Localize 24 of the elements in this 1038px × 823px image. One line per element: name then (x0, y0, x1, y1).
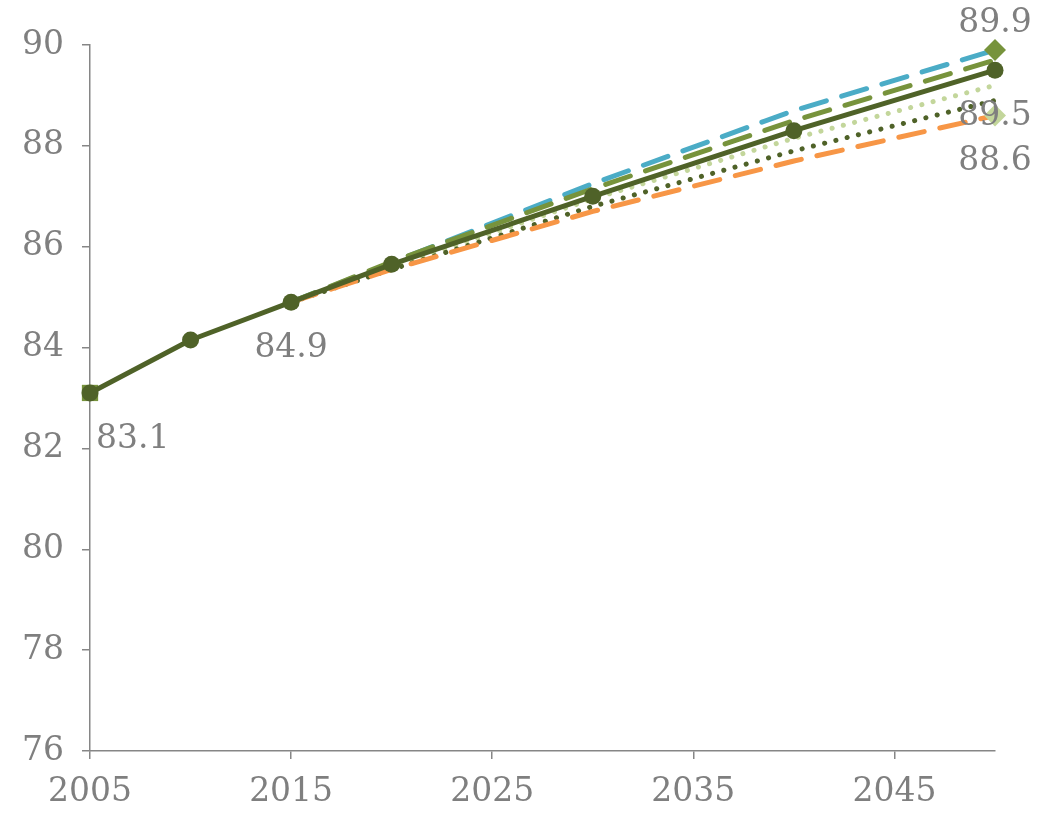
data-label: 89.9 (958, 0, 1032, 40)
y-tick-label: 84 (22, 325, 64, 365)
point (984, 39, 1006, 62)
x-tick-label: 2035 (651, 770, 736, 810)
data-label: 83.1 (96, 416, 170, 456)
x-tick-label: 2005 (48, 770, 132, 810)
y-tick-label: 78 (22, 627, 64, 667)
point (986, 61, 1004, 79)
x-tick-label: 2045 (852, 770, 937, 810)
y-tick-label: 90 (22, 22, 64, 62)
y-tick-label: 76 (22, 728, 64, 768)
data-label: 88.6 (958, 139, 1032, 179)
x-tick-label: 2015 (249, 770, 334, 810)
y-tick-label: 86 (22, 224, 64, 264)
x-tick-label: 2025 (450, 770, 535, 810)
point (584, 187, 602, 205)
y-tick-label: 82 (22, 426, 64, 466)
data-label: 84.9 (254, 325, 328, 365)
point (282, 293, 300, 311)
point (182, 331, 200, 349)
point (383, 255, 401, 273)
y-tick-label: 88 (22, 123, 64, 163)
point (785, 122, 803, 140)
y-tick-label: 80 (22, 526, 64, 566)
